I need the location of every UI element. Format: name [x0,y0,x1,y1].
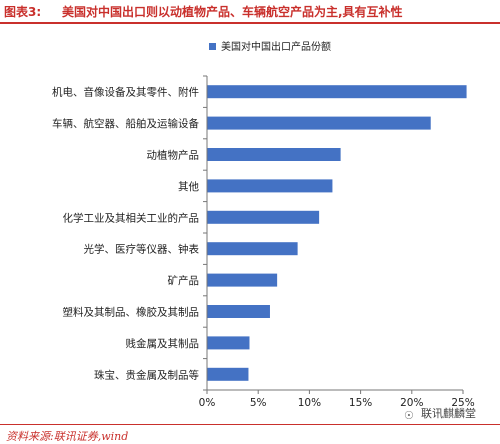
legend-label: 美国对中国出口产品份额 [221,40,331,53]
watermark-text: 联讯麒麟堂 [421,407,476,420]
legend-swatch [209,43,216,50]
x-tick-label: 15% [349,397,372,409]
bar [207,179,333,193]
x-tick-label: 25% [451,397,474,409]
category-label: 珠宝、贵金属及制品等 [94,368,199,381]
chart-title: 美国对中国出口则以动植物产品、车辆航空产品为主,具有互补性 [62,5,403,19]
category-label: 光学、医疗等仪器、钟表 [84,243,200,256]
bar [207,116,431,130]
bar-chart: 美国对中国出口产品份额机电、音像设备及其零件、附件车辆、航空器、船舶及运输设备动… [52,40,475,409]
title-bar: 图表3: 美国对中国出口则以动植物产品、车辆航空产品为主,具有互补性 [0,0,500,24]
bar [207,148,341,161]
category-label: 矿产品 [168,274,200,287]
bar [207,367,249,381]
source-note: 资料来源:联讯证券,wind [6,430,129,443]
watermark: ☉ 联讯麒麟堂 [404,405,476,422]
category-label: 化学工业及其相关工业的产品 [63,211,200,224]
footer-divider [0,424,500,425]
category-label: 其他 [178,180,199,193]
x-tick-label: 5% [250,397,267,409]
bar [207,210,320,224]
category-label: 贱金属及其制品 [126,337,200,350]
figure-label: 图表3: [4,5,42,19]
bar [207,336,250,350]
category-label: 动植物产品 [147,149,200,162]
x-tick-label: 20% [400,397,423,409]
category-label: 塑料及其制品、橡胶及其制品 [63,306,200,319]
bar [207,242,298,256]
x-tick-label: 10% [298,397,321,409]
category-label: 车辆、航空器、船舶及运输设备 [52,117,199,130]
bar [207,85,467,99]
wechat-icon: ☉ [404,409,414,422]
bar [207,305,270,318]
x-tick-label: 0% [199,397,216,409]
bar [207,273,278,287]
category-label: 机电、音像设备及其零件、附件 [52,86,199,99]
